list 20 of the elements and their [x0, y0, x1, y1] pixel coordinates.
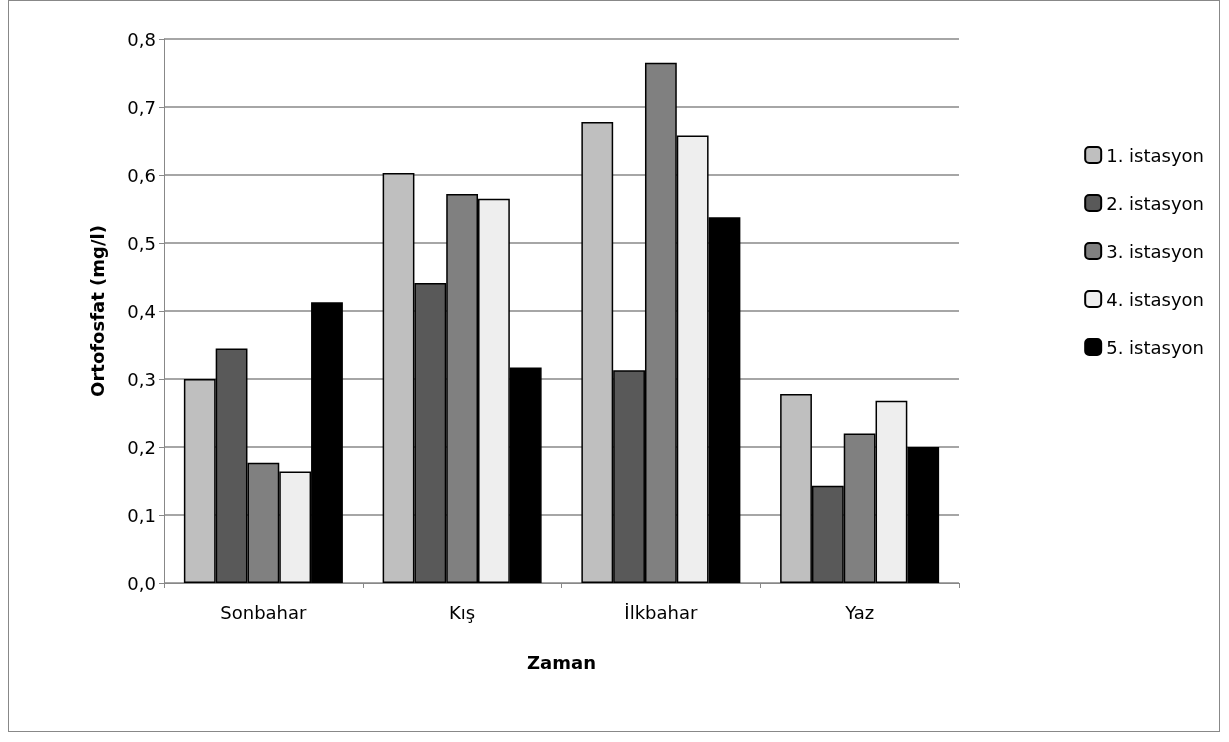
legend-label: 5. istasyon: [1106, 336, 1205, 358]
y-tick-label: 0,7: [127, 96, 156, 118]
y-tick-label: 0,8: [127, 28, 156, 50]
y-tick-label: 0,4: [127, 300, 156, 322]
y-tick-label: 0,2: [127, 436, 156, 458]
legend-label: 3. istasyon: [1106, 240, 1205, 262]
y-tick-label: 0,0: [127, 572, 156, 594]
x-tick-label: Yaz: [844, 601, 875, 623]
y-tick-label: 0,6: [127, 164, 156, 186]
legend-label: 1. istasyon: [1106, 144, 1205, 166]
x-tick-label: Kış: [449, 601, 476, 623]
x-tick-label: İlkbahar: [624, 601, 698, 623]
legend-label: 4. istasyon: [1106, 288, 1205, 310]
y-tick-label: 0,5: [127, 232, 156, 254]
y-tick-label: 0,1: [127, 504, 156, 526]
x-axis-title: Zaman: [527, 651, 596, 673]
y-axis-title: Ortofosfat (mg/l): [86, 225, 108, 397]
x-tick-label: Sonbahar: [220, 601, 308, 623]
legend-label: 2. istasyon: [1106, 192, 1205, 214]
y-tick-label: 0,3: [127, 368, 156, 390]
